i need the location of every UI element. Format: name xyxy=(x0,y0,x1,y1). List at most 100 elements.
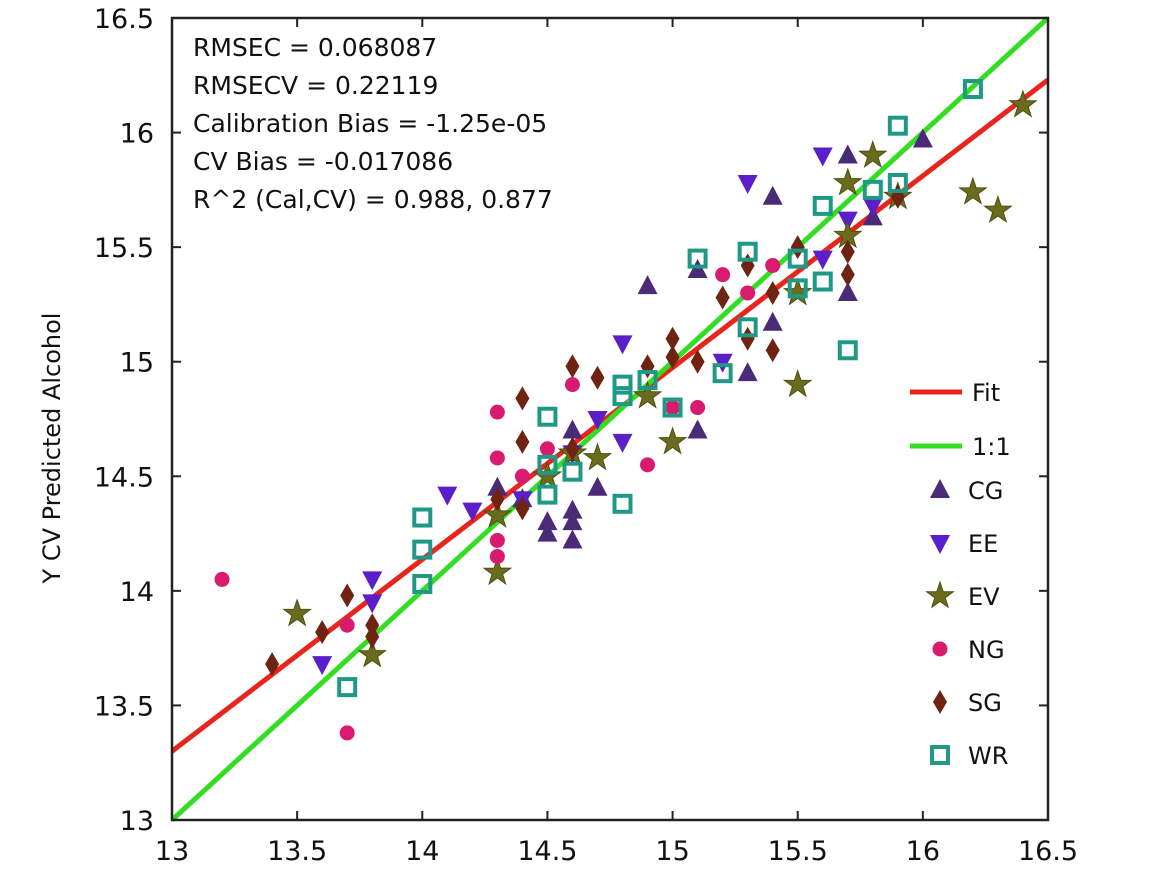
wr-point xyxy=(412,573,433,594)
sg-point xyxy=(740,253,755,278)
fit-line xyxy=(170,77,1050,754)
series-ng xyxy=(214,257,781,741)
sg-point xyxy=(340,583,355,608)
ev-point xyxy=(1008,89,1038,118)
legend-swatch-ee xyxy=(930,535,950,554)
wr-point xyxy=(737,241,758,262)
cg-point xyxy=(837,281,858,301)
ev-point xyxy=(958,176,988,205)
ev-point xyxy=(858,139,888,169)
sg-point xyxy=(265,652,280,677)
y-axis-ticks: 13 13.5 14 14.5 15 15.5 16 16.5 xyxy=(94,4,1048,837)
sg-point xyxy=(640,354,655,379)
ee-point xyxy=(312,656,333,676)
ee-point xyxy=(437,486,458,506)
ev-point xyxy=(833,167,863,196)
ng-point xyxy=(489,450,505,466)
cg-point xyxy=(487,476,508,496)
ee-point xyxy=(362,571,383,591)
sg-point xyxy=(765,338,780,363)
ng-point xyxy=(339,725,355,741)
sg-point xyxy=(365,613,380,638)
cg-point xyxy=(762,185,783,205)
legend-label: Fit xyxy=(972,379,1000,407)
wr-point xyxy=(887,115,908,136)
wr-point xyxy=(412,539,433,560)
x-tick-label: 13 xyxy=(155,836,189,867)
wr-point xyxy=(562,461,583,482)
ng-point xyxy=(214,571,230,587)
x-axis-ticks: 13 13.5 14 14.5 15 15.5 16 16.5 xyxy=(155,18,1078,867)
cg-point xyxy=(737,362,758,382)
wr-point xyxy=(687,248,708,269)
ev-point xyxy=(482,556,513,586)
ng-point xyxy=(715,267,731,283)
series-wr xyxy=(337,79,983,698)
ee-point xyxy=(612,433,633,453)
cg-point xyxy=(537,511,558,531)
ev-point xyxy=(282,598,312,627)
legend-label: 1:1 xyxy=(972,433,1011,461)
cg-point xyxy=(762,311,783,331)
cg-point xyxy=(562,419,583,439)
ng-point xyxy=(489,548,505,564)
cg-point xyxy=(687,419,708,439)
legend-label: EE xyxy=(968,530,998,558)
wr-point xyxy=(412,507,433,528)
wr-point xyxy=(337,677,358,698)
sg-point xyxy=(715,285,730,310)
ee-point xyxy=(587,411,608,430)
sg-point xyxy=(565,436,580,461)
wr-point xyxy=(662,397,683,418)
sg-point xyxy=(515,386,530,411)
ng-point xyxy=(564,377,580,393)
legend: Fit 1:1 CG EE EV NG SG WR xyxy=(910,379,1011,770)
wr-point xyxy=(537,454,558,475)
sg-point xyxy=(590,365,605,390)
x-tick-label: 14.5 xyxy=(517,836,577,867)
y-tick-label: 14.5 xyxy=(94,462,154,493)
y-tick-label: 16 xyxy=(120,119,154,150)
sg-point xyxy=(840,239,855,264)
ev-point xyxy=(482,499,513,528)
ev-point xyxy=(782,369,813,398)
ng-point xyxy=(765,257,781,273)
stats-line: RMSEC = 0.068087 xyxy=(193,33,437,62)
one-to-one-line xyxy=(170,16,1050,822)
legend-label: CG xyxy=(968,477,1003,505)
cg-point xyxy=(562,529,583,549)
x-tick-label: 16 xyxy=(906,836,940,867)
y-tick-label: 15 xyxy=(120,348,154,379)
legend-swatch-cg xyxy=(930,479,950,498)
y-tick-label: 13.5 xyxy=(94,691,154,722)
sg-point xyxy=(765,280,780,305)
wr-point xyxy=(637,370,658,391)
wr-point xyxy=(612,493,633,514)
stats-annotation: RMSEC = 0.068087 RMSECV = 0.22119 Calibrat… xyxy=(193,33,553,214)
x-tick-label: 13.5 xyxy=(267,836,327,867)
cg-point xyxy=(837,144,858,164)
ee-point xyxy=(462,502,483,522)
legend-swatch-ng xyxy=(932,641,948,657)
ev-point xyxy=(582,442,613,471)
cg-point xyxy=(562,511,583,531)
legend-swatch-wr xyxy=(930,745,950,765)
x-tick-label: 15 xyxy=(655,836,689,867)
ev-point xyxy=(983,194,1013,224)
y-tick-label: 15.5 xyxy=(94,233,154,264)
sg-point xyxy=(490,487,505,512)
legend-label: SG xyxy=(968,689,1002,717)
wr-point xyxy=(612,386,633,407)
sg-point xyxy=(690,349,705,374)
cg-point xyxy=(637,275,658,295)
sg-point xyxy=(565,354,580,379)
series-sg xyxy=(265,184,905,677)
wr-point xyxy=(887,172,908,193)
ee-point xyxy=(862,197,883,217)
ng-point xyxy=(339,617,355,633)
wr-point xyxy=(837,340,858,361)
wr-point xyxy=(787,248,808,269)
y-tick-label: 13 xyxy=(120,806,154,837)
ng-point xyxy=(489,404,505,420)
legend-label: NG xyxy=(968,636,1005,664)
